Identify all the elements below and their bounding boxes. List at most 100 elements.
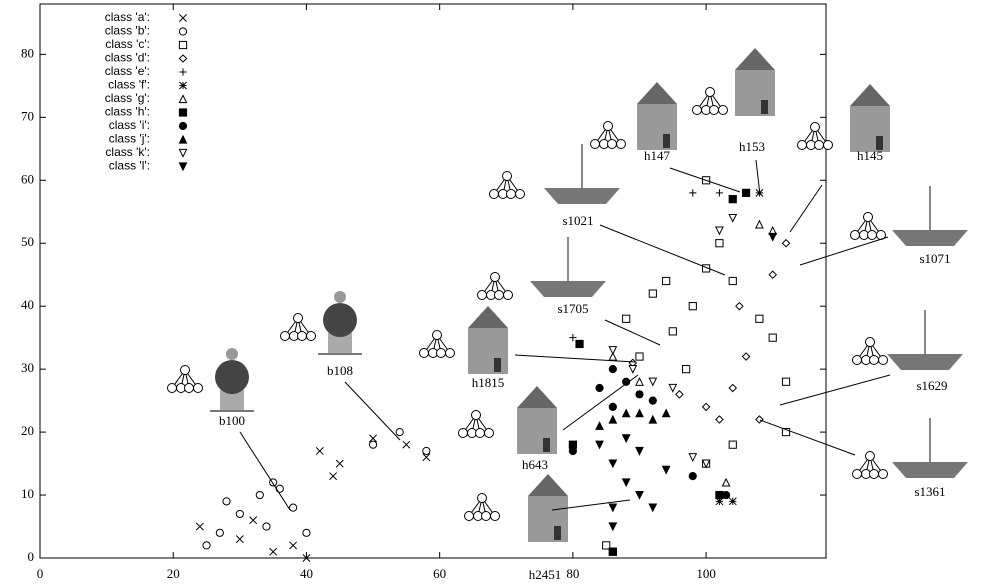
legend-marker [178, 54, 188, 63]
picture [850, 84, 890, 152]
tree-node [184, 383, 194, 393]
tree-node [503, 290, 513, 300]
figure-head [334, 291, 346, 303]
annotation-label: s1705 [557, 301, 588, 316]
point [315, 447, 324, 455]
point [688, 453, 698, 462]
point [635, 377, 644, 386]
annotation-line [604, 319, 661, 346]
legend-label: class 'l': [109, 159, 150, 173]
tree-node [471, 410, 481, 420]
point [648, 289, 657, 298]
point [682, 365, 691, 374]
tree-node [865, 451, 875, 461]
y-tick-label: 80 [21, 45, 34, 60]
plot-frame [39, 3, 827, 559]
point [768, 333, 777, 342]
point [675, 390, 684, 399]
point [668, 383, 678, 393]
x-tick-label: 60 [433, 566, 446, 581]
point [741, 352, 751, 361]
point [721, 477, 731, 487]
legend-label: class 'c': [105, 37, 150, 51]
figure-head [226, 348, 238, 360]
legend-label: class 'j': [109, 132, 150, 146]
tree-icon [590, 121, 626, 149]
legend-marker [178, 40, 188, 50]
point [728, 497, 737, 506]
tree-node [464, 511, 474, 521]
point [622, 377, 631, 386]
tree-node [432, 330, 442, 340]
tree-node [814, 140, 824, 150]
y-tick-label: 10 [21, 486, 34, 501]
point [608, 351, 618, 361]
point [728, 195, 737, 204]
point [715, 415, 724, 424]
y-tick-label: 30 [21, 360, 34, 375]
point [728, 213, 738, 223]
point [569, 334, 577, 342]
tree-icon [489, 171, 525, 199]
point [715, 189, 724, 197]
point [595, 421, 604, 430]
point [275, 484, 284, 493]
tree-node [502, 171, 512, 181]
house-door [494, 358, 501, 372]
x-tick-label: 80 [566, 566, 579, 581]
picture [735, 48, 775, 116]
legend-marker [179, 14, 187, 22]
picture [530, 237, 606, 297]
annotation-label: s1021 [562, 213, 593, 228]
tree-node [419, 348, 429, 358]
point [608, 522, 618, 532]
point [741, 188, 751, 197]
house-door [543, 438, 550, 452]
point [269, 547, 278, 556]
picture [887, 310, 963, 370]
point [422, 453, 431, 462]
legend-label: class 'i': [109, 118, 150, 132]
tree-node [445, 348, 455, 358]
ship-hull [892, 230, 968, 246]
house-door [554, 526, 561, 540]
tree-icon [280, 313, 316, 341]
tree-icon [458, 410, 494, 438]
ship-hull [892, 462, 968, 478]
y-tick-label: 40 [21, 297, 34, 312]
point [715, 239, 724, 248]
picture [528, 474, 568, 542]
tree-node [484, 428, 494, 438]
house-wall [528, 496, 568, 542]
point [701, 402, 711, 412]
tree-node [481, 511, 491, 521]
ship-hull [544, 188, 620, 204]
point [329, 472, 338, 481]
tree-node [506, 189, 516, 199]
picture [637, 82, 677, 150]
annotation-label: b108 [327, 363, 353, 378]
point [768, 232, 778, 242]
tree-node [705, 87, 715, 97]
tree-icon [692, 87, 728, 115]
point [621, 434, 631, 444]
point [608, 547, 617, 556]
tree-node [878, 469, 888, 479]
point [608, 365, 617, 374]
tree-node [475, 428, 485, 438]
point [635, 490, 644, 500]
point [608, 414, 618, 424]
point [595, 383, 604, 393]
point [249, 516, 258, 525]
tree-node [867, 230, 877, 240]
tree-node [810, 122, 820, 132]
house-wall [735, 70, 775, 116]
x-tick-label: 100 [696, 566, 716, 581]
legend-marker [178, 162, 188, 172]
tree-icon [167, 365, 203, 393]
y-tick-label: 50 [21, 234, 34, 249]
tree-node [458, 428, 468, 438]
annotation-line [514, 354, 636, 363]
point [255, 490, 264, 500]
